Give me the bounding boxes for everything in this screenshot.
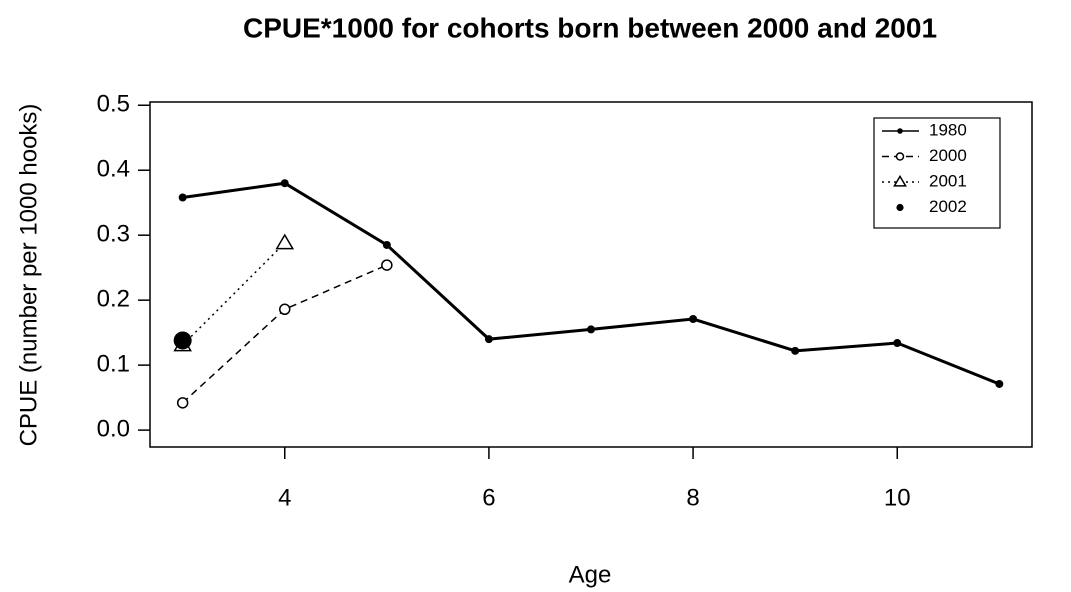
- x-tick-label: 4: [278, 484, 291, 511]
- x-tick-label: 10: [884, 484, 911, 511]
- legend-box: [873, 117, 1001, 229]
- point: [275, 233, 295, 250]
- y-tick-label: 0.4: [97, 156, 130, 183]
- y-tick-label: 0.3: [97, 221, 130, 248]
- y-tick-label: 0.5: [97, 91, 130, 118]
- legend-label: 1980: [929, 120, 967, 139]
- series-line: [182, 264, 388, 404]
- y-axis-label: CPUE (number per 1000 hooks): [15, 104, 42, 447]
- point: [176, 397, 189, 409]
- point: [279, 303, 291, 316]
- plot-frame: [149, 101, 1033, 448]
- point: [689, 315, 698, 324]
- legend-marker: [895, 152, 905, 161]
- point: [280, 179, 289, 188]
- legend-marker: [896, 203, 904, 212]
- point: [382, 240, 391, 249]
- point: [893, 339, 902, 348]
- y-tick-label: 0.1: [97, 350, 130, 377]
- legend-marker: [897, 128, 903, 134]
- point: [995, 379, 1004, 388]
- legend-label: 2000: [929, 146, 967, 165]
- point: [173, 331, 192, 350]
- legend-label: 2001: [929, 171, 967, 190]
- legend-marker: [893, 174, 907, 187]
- point: [791, 346, 800, 355]
- series-line: [182, 242, 286, 346]
- point: [178, 193, 187, 202]
- legend-label: 2002: [929, 197, 967, 216]
- point: [381, 259, 393, 271]
- chart-title: CPUE*1000 for cohorts born between 2000 …: [243, 12, 937, 43]
- y-tick-label: 0.0: [97, 415, 130, 442]
- y-tick-label: 0.2: [97, 286, 130, 313]
- x-axis-label: Age: [569, 561, 612, 588]
- x-tick-label: 8: [686, 484, 699, 511]
- x-tick-label: 6: [482, 484, 495, 511]
- point: [484, 335, 493, 344]
- point: [587, 325, 595, 334]
